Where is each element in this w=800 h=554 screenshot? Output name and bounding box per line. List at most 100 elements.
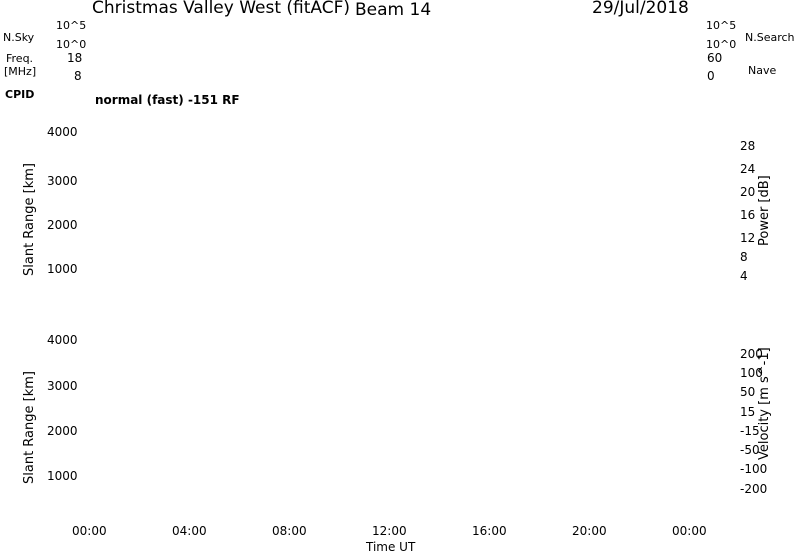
noise-point bbox=[319, 29, 321, 31]
power-cell bbox=[441, 219, 443, 222]
power-cell bbox=[258, 272, 260, 275]
velocity-cell bbox=[160, 464, 162, 467]
power-cell bbox=[668, 266, 670, 269]
power-cell bbox=[266, 281, 268, 284]
velocity-cell bbox=[220, 461, 222, 464]
power-cell bbox=[275, 300, 277, 303]
power-cell bbox=[666, 307, 668, 310]
power-cell bbox=[179, 286, 181, 289]
power-cell bbox=[587, 296, 589, 299]
power-cell bbox=[457, 282, 459, 285]
power-cell bbox=[208, 307, 210, 310]
power-cell bbox=[205, 247, 207, 250]
velocity-cell bbox=[168, 476, 170, 479]
power-cell bbox=[639, 264, 641, 267]
power-cell bbox=[379, 294, 381, 297]
power-cell bbox=[162, 310, 164, 313]
power-cell bbox=[295, 303, 297, 306]
power-cell bbox=[599, 291, 601, 294]
power-cell bbox=[246, 229, 248, 232]
noise-point bbox=[646, 35, 648, 37]
power-cell bbox=[271, 300, 273, 303]
power-cell bbox=[277, 306, 279, 309]
power-cell bbox=[270, 269, 272, 272]
power-cell bbox=[540, 307, 542, 310]
power-cell bbox=[477, 231, 479, 234]
power-cell bbox=[225, 229, 227, 232]
power-cell bbox=[551, 300, 553, 303]
power-cell bbox=[211, 274, 213, 277]
power-cell bbox=[595, 276, 597, 279]
power-cell bbox=[365, 282, 367, 285]
power-cell bbox=[542, 241, 544, 244]
power-cell bbox=[522, 247, 524, 250]
power-cell bbox=[150, 310, 152, 313]
power-cell bbox=[431, 294, 433, 297]
power-cell bbox=[445, 207, 447, 210]
power-cell bbox=[413, 297, 415, 300]
power-cell bbox=[209, 303, 211, 306]
noise-point bbox=[672, 36, 674, 38]
power-cell bbox=[652, 304, 654, 307]
power-cell bbox=[104, 307, 106, 310]
power-cell bbox=[453, 213, 455, 216]
power-cell bbox=[686, 304, 688, 307]
velocity-cell bbox=[244, 464, 246, 467]
velocity-cell bbox=[234, 470, 236, 473]
power-cell bbox=[553, 300, 555, 303]
power-cell bbox=[627, 288, 629, 291]
power-cell bbox=[276, 287, 278, 290]
power-cell bbox=[532, 238, 534, 241]
power-cell bbox=[488, 281, 490, 284]
power-cell bbox=[168, 310, 170, 313]
power-cell bbox=[375, 285, 377, 288]
power-cell bbox=[193, 280, 195, 283]
power-cell bbox=[369, 300, 371, 303]
velocity-cell bbox=[198, 461, 200, 464]
power-cell bbox=[463, 213, 465, 216]
velocity-cell bbox=[144, 473, 146, 476]
power-cell bbox=[153, 272, 155, 275]
power-cell bbox=[482, 278, 484, 281]
power-cell bbox=[277, 293, 279, 296]
power-cell bbox=[463, 279, 465, 282]
power-cell bbox=[210, 290, 212, 293]
power-cell bbox=[305, 294, 307, 297]
power-cell bbox=[100, 304, 102, 307]
power-cell bbox=[473, 261, 475, 264]
power-cell bbox=[635, 276, 637, 279]
power-cell bbox=[631, 288, 633, 291]
power-cell bbox=[524, 229, 526, 232]
power-cell bbox=[644, 307, 646, 310]
power-cell bbox=[318, 304, 320, 307]
power-cell bbox=[254, 284, 256, 287]
power-cell bbox=[649, 270, 651, 273]
power-cell bbox=[162, 278, 164, 281]
power-cell bbox=[489, 249, 491, 252]
power-cell bbox=[248, 284, 250, 287]
power-cell bbox=[396, 307, 398, 310]
power-cell bbox=[280, 307, 282, 310]
power-cell bbox=[399, 291, 401, 294]
power-cell bbox=[675, 267, 677, 270]
power-cell bbox=[679, 279, 681, 282]
power-cell bbox=[154, 284, 156, 287]
power-cell bbox=[325, 288, 327, 291]
power-cell bbox=[439, 297, 441, 300]
power-cell bbox=[361, 294, 363, 297]
power-cell bbox=[619, 294, 621, 297]
power-cell bbox=[684, 272, 686, 275]
power-cell bbox=[250, 281, 252, 284]
power-cell bbox=[171, 277, 173, 280]
power-cell bbox=[548, 229, 550, 232]
power-cell bbox=[239, 280, 241, 283]
power-cell bbox=[274, 304, 276, 307]
velocity-cb-tick: 50 bbox=[740, 385, 755, 399]
power-cell bbox=[297, 290, 299, 293]
power-cell bbox=[189, 300, 191, 303]
power-cell bbox=[498, 287, 500, 290]
power-cell bbox=[489, 270, 491, 273]
power-cell bbox=[377, 297, 379, 300]
power-cell bbox=[539, 294, 541, 297]
power-cell bbox=[619, 303, 621, 306]
